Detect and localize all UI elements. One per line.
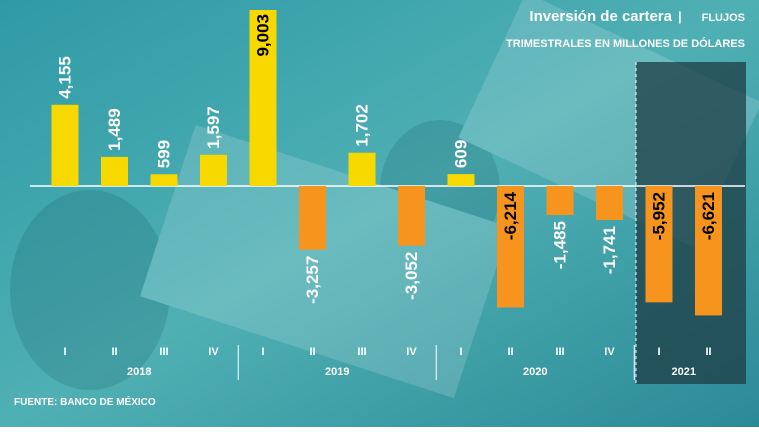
value-label: 9,003: [254, 14, 273, 57]
x-tick-label: IV: [208, 346, 219, 358]
value-label: -1,741: [600, 226, 619, 274]
bar: [547, 186, 574, 215]
x-tick-label: III: [555, 346, 564, 358]
x-tick-label: I: [261, 346, 264, 358]
value-label: 1,597: [204, 106, 223, 149]
bar: [151, 174, 178, 186]
bar: [200, 155, 227, 186]
bar: [596, 186, 623, 220]
x-tick-label: I: [657, 346, 660, 358]
value-label: -3,257: [303, 256, 322, 304]
value-label: 1,702: [353, 104, 372, 147]
bar: [349, 153, 376, 186]
x-tick-label: I: [63, 346, 66, 358]
value-label: -6,621: [699, 192, 718, 240]
subtitle: TRIMESTRALES EN MILLONES DE DÓLARES: [506, 37, 745, 50]
value-label: 599: [155, 140, 174, 168]
value-label: -1,485: [551, 221, 570, 269]
x-tick-label: II: [309, 346, 315, 358]
year-label: 2019: [325, 366, 349, 378]
value-label: -3,052: [402, 252, 421, 300]
x-tick-label: IV: [406, 346, 417, 358]
source: FUENTE: BANCO DE MÉXICO: [14, 395, 156, 408]
subtitle-tag: FLUJOS: [702, 12, 745, 24]
x-tick-label: III: [357, 346, 366, 358]
chart: Inversión de cartera | FLUJOS TRIMESTRAL…: [0, 0, 759, 427]
chart-title: Inversión de cartera: [529, 8, 672, 25]
value-label: -6,214: [501, 191, 520, 240]
bar: [52, 105, 79, 186]
x-tick-label: II: [705, 346, 711, 358]
value-label: 1,489: [105, 108, 124, 151]
title-separator: |: [678, 9, 682, 24]
bar: [398, 186, 425, 246]
value-label: -5,952: [650, 192, 669, 240]
x-tick-label: II: [507, 346, 513, 358]
x-tick-label: II: [111, 346, 117, 358]
bar: [448, 174, 475, 186]
value-label: 4,155: [56, 56, 75, 99]
year-label: 2018: [127, 366, 151, 378]
x-tick-label: IV: [604, 346, 615, 358]
x-tick-label: I: [459, 346, 462, 358]
bar: [101, 157, 128, 186]
bar: [299, 186, 326, 250]
x-tick-label: III: [159, 346, 168, 358]
year-label: 2020: [523, 366, 547, 378]
value-label: 609: [452, 140, 471, 168]
year-label: 2021: [672, 366, 696, 378]
